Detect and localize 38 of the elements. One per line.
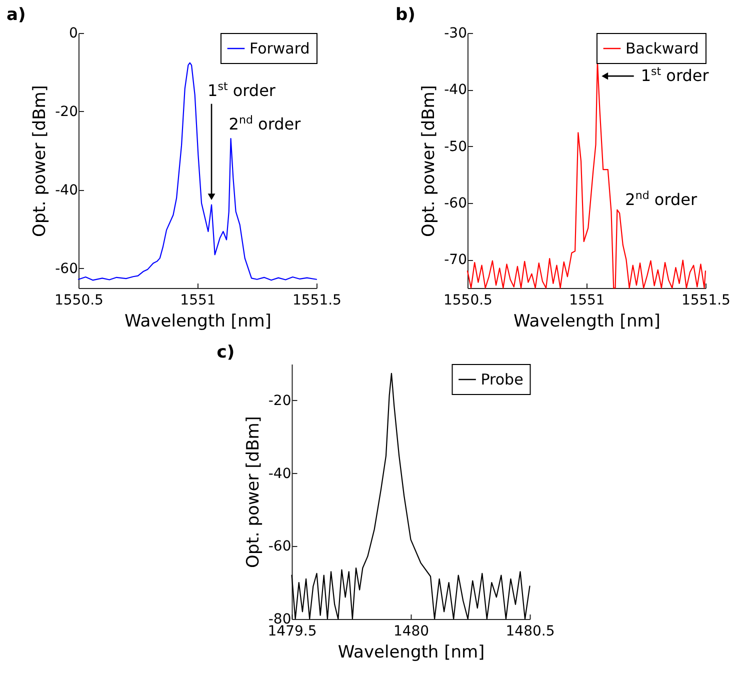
legend-label: Forward [249,40,310,58]
x-tick-label: 1480.5 [506,624,555,640]
y-tick-label: -50 [444,138,467,155]
y-tick-label: -60 [55,260,78,277]
line-series [78,62,318,281]
x-tick-label: 1551.5 [681,292,730,308]
y-tick-label: -40 [268,466,292,482]
annotation: 1$^{st}$ order [640,64,710,86]
y-tick-label: 0 [69,26,78,42]
y-tick-label: -20 [268,392,292,409]
y-tick-label: -30 [444,26,467,42]
y-axis-title: Opt. power [dBm] [419,85,440,237]
legend-label: Probe [480,370,524,388]
x-tick-label: 1551.5 [292,292,342,308]
x-axis-title: Wavelength [nm] [338,642,485,662]
x-tick-label: 1551 [180,292,216,308]
annotation: 1$^{st}$ order [208,79,276,100]
y-tick-label: -60 [268,538,292,555]
annotation: 2$^{nd}$ order [625,188,698,209]
y-tick-label: -40 [444,82,467,98]
x-axis-title: Wavelength [nm] [514,312,660,332]
legend-label: Backward [625,40,699,58]
chart-title: a) [6,5,26,25]
y-tick-label: -20 [55,104,78,120]
chart-title: b) [395,5,416,25]
x-tick-label: 1480 [393,624,430,640]
x-tick-label: 1550.5 [443,292,492,308]
chart-title: c) [216,342,235,362]
y-axis-title: Opt. power [dBm] [30,85,50,237]
y-tick-label: -60 [444,196,467,212]
x-tick-label: 1551 [569,292,605,308]
y-axis-title: Opt. power [dBm] [243,416,264,568]
x-axis-title: Wavelength [nm] [124,312,272,332]
y-tick-label: -40 [55,182,78,198]
x-tick-label: 1479.5 [268,624,317,640]
annotation: 2$^{nd}$ order [228,113,302,134]
x-tick-label: 1550.5 [54,292,104,308]
y-tick-label: -70 [444,252,467,268]
